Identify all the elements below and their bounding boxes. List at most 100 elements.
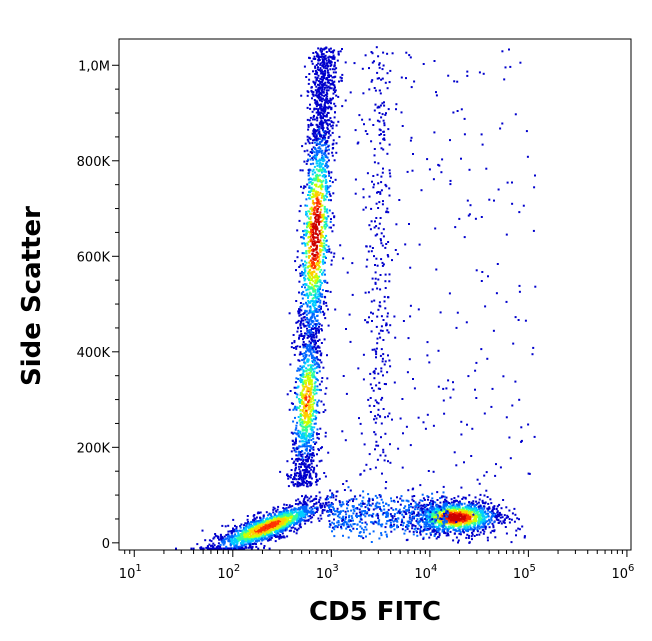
data-point [301, 469, 304, 472]
data-point [313, 512, 315, 514]
data-point [304, 343, 307, 346]
data-point [467, 537, 470, 539]
data-point [297, 326, 300, 329]
data-point [491, 522, 494, 525]
data-point [317, 96, 320, 99]
data-point [291, 511, 294, 514]
data-point [324, 175, 327, 178]
data-point [271, 526, 274, 528]
data-point [315, 154, 318, 157]
data-point [301, 495, 303, 498]
data-point [299, 418, 302, 421]
data-point [320, 352, 323, 355]
data-point [315, 123, 318, 126]
data-point [318, 258, 321, 261]
data-point [273, 528, 276, 531]
data-point [327, 245, 330, 248]
data-point [321, 230, 324, 233]
data-point [328, 76, 330, 78]
data-point [309, 433, 312, 436]
data-point [301, 503, 304, 506]
data-point [319, 211, 322, 214]
data-point [325, 115, 328, 118]
data-point [324, 435, 327, 438]
data-point [296, 513, 299, 515]
data-point [315, 299, 317, 302]
data-point [305, 414, 308, 417]
data-point [309, 396, 312, 399]
data-point [253, 528, 256, 531]
data-point [423, 525, 426, 528]
data-point [267, 518, 270, 521]
data-point [310, 333, 313, 336]
data-point [316, 281, 319, 284]
data-point [264, 533, 266, 536]
data-point [281, 512, 284, 515]
data-point [276, 532, 279, 535]
data-point [335, 495, 338, 498]
data-point [304, 362, 307, 365]
data-point [325, 170, 327, 173]
data-point [321, 282, 324, 285]
data-point [300, 453, 303, 456]
data-point [295, 300, 298, 302]
data-point [314, 193, 317, 196]
data-point [468, 501, 471, 503]
data-point [319, 205, 322, 208]
data-point [320, 400, 323, 403]
data-point [329, 194, 332, 197]
data-point [310, 432, 313, 435]
data-point [484, 513, 487, 516]
data-point [306, 485, 309, 488]
data-point [295, 321, 298, 324]
data-point [277, 532, 280, 535]
data-point [317, 191, 320, 194]
data-point [331, 151, 334, 154]
data-point [310, 439, 313, 442]
data-point [316, 255, 319, 258]
data-point [300, 463, 303, 466]
data-point [308, 463, 311, 466]
data-point [297, 503, 300, 506]
data-point [309, 307, 312, 310]
data-point [316, 176, 319, 179]
data-point [307, 169, 310, 172]
data-point [262, 531, 265, 534]
data-point [231, 542, 234, 544]
data-point [321, 100, 323, 103]
data-point [320, 213, 323, 216]
data-point [304, 283, 307, 285]
data-point [311, 229, 314, 231]
data-point [323, 153, 326, 155]
data-point [273, 517, 276, 520]
data-point [335, 67, 338, 70]
data-point [313, 165, 316, 168]
data-point [316, 178, 319, 181]
data-point [314, 241, 317, 244]
data-point [316, 116, 319, 119]
data-point [296, 521, 299, 524]
data-point [315, 325, 317, 327]
data-point [333, 68, 336, 71]
data-point [445, 496, 448, 499]
data-point [304, 309, 307, 312]
data-point [327, 102, 330, 105]
data-point [332, 92, 335, 95]
data-point [468, 523, 471, 526]
data-point [319, 55, 322, 58]
data-point [323, 77, 326, 79]
data-point [298, 280, 301, 283]
data-point [320, 305, 322, 308]
data-point [269, 516, 272, 519]
data-point [304, 501, 307, 504]
data-point [331, 57, 334, 60]
data-point [334, 105, 337, 108]
data-point [319, 234, 322, 237]
data-point [322, 235, 325, 238]
data-point [299, 324, 302, 327]
data-point [428, 536, 431, 539]
data-point [312, 374, 315, 377]
data-point [310, 419, 313, 422]
data-point [322, 135, 325, 137]
data-point [505, 516, 508, 519]
